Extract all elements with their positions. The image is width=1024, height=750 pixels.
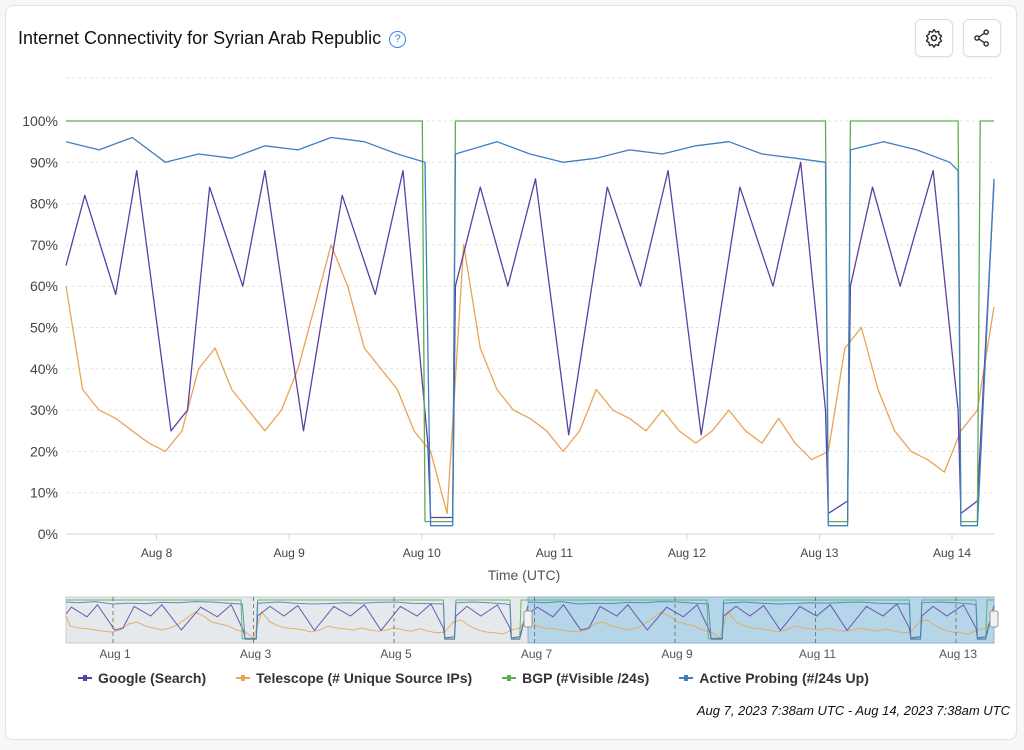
share-button[interactable] — [963, 19, 1001, 57]
google-line — [65, 161, 995, 519]
navigator-tick-label: Aug 5 — [380, 647, 412, 660]
navigator-telescope-line — [65, 610, 529, 639]
x-axis-label: Time (UTC) — [488, 567, 561, 583]
y-tick-label: 80% — [30, 196, 58, 212]
navigator-tick-label: Aug 1 — [99, 647, 131, 660]
x-tick-label: Aug 14 — [933, 546, 971, 560]
navigator-tick-label: Aug 9 — [661, 647, 693, 660]
x-tick-label: Aug 8 — [141, 546, 173, 560]
legend-active-probing[interactable]: Active Probing (#/24s Up) — [679, 670, 869, 686]
y-tick-label: 90% — [30, 154, 58, 170]
y-tick-label: 100% — [22, 113, 58, 129]
navigator-tick-label: Aug 7 — [521, 647, 553, 660]
navigator-active-probing-line — [527, 601, 995, 640]
navigator-telescope-line — [527, 610, 995, 639]
active-probing-line — [65, 136, 995, 527]
navigator-google-line — [65, 603, 529, 639]
legend-label: Telescope (# Unique Source IPs) — [256, 670, 473, 686]
legend-bgp[interactable]: BGP (#Visible /24s) — [502, 670, 649, 686]
y-tick-label: 70% — [30, 237, 58, 253]
legend-telescope[interactable]: Telescope (# Unique Source IPs) — [236, 670, 472, 686]
connectivity-chart: 0% 10% 20% 30% 40% 50% 60% 70% 80% 90% 100% Aug 8 Au… — [22, 77, 999, 660]
y-tick-label: 60% — [30, 278, 58, 294]
gear-icon — [925, 29, 943, 48]
legend-marker — [78, 675, 92, 681]
navigator-handle — [523, 610, 533, 628]
navigator-handle — [989, 610, 999, 628]
y-tick-label: 40% — [30, 361, 58, 377]
y-tick-label: 30% — [30, 402, 58, 418]
x-tick-label: Aug 11 — [536, 546, 573, 560]
title-text: Internet Connectivity for Syrian Arab Re… — [18, 28, 382, 48]
navigator-tick-label: Aug 13 — [939, 647, 977, 660]
navigator-active-probing-line — [65, 601, 529, 640]
legend-marker — [236, 675, 251, 681]
x-tick-label: Aug 10 — [403, 546, 441, 560]
x-tick-label: Aug 12 — [668, 546, 706, 560]
y-tick-label: 20% — [30, 443, 58, 459]
x-tick-label: Aug 9 — [273, 546, 305, 560]
legend-google[interactable]: Google (Search) — [78, 670, 206, 686]
chart-title: Internet Connectivity for Syrian Arab Re… — [18, 28, 407, 49]
navigator-selection — [527, 596, 995, 644]
share-icon — [974, 29, 989, 47]
navigator-tick-label: Aug 11 — [799, 647, 836, 660]
x-tick-label: Aug 13 — [800, 546, 838, 560]
y-tick-label: 50% — [30, 320, 58, 336]
settings-button[interactable] — [915, 19, 953, 57]
legend-label: Active Probing (#/24s Up) — [699, 670, 869, 686]
bgp-line — [66, 120, 994, 523]
navigator-tick-label: Aug 3 — [240, 647, 272, 660]
time-range: Aug 7, 2023 7:38am UTC - Aug 14, 2023 7:… — [696, 703, 1010, 718]
telescope-line — [65, 244, 995, 515]
legend-marker — [502, 675, 517, 681]
legend-label: BGP (#Visible /24s) — [522, 670, 650, 686]
legend-marker — [679, 675, 694, 681]
y-tick-label: 0% — [38, 526, 58, 542]
navigator-google-line — [527, 603, 995, 639]
legend: Google (Search) Telescope (# Unique Sour… — [78, 670, 869, 686]
help-icon[interactable]: ? — [389, 31, 407, 48]
y-tick-label: 10% — [30, 485, 58, 501]
legend-label: Google (Search) — [98, 670, 207, 686]
